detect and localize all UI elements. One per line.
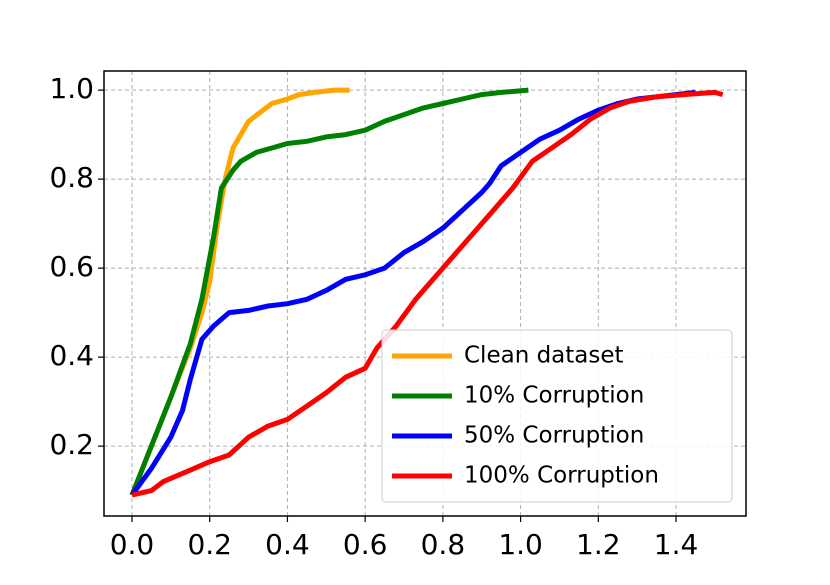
plot-lines [129, 87, 724, 498]
x-tick-label: 0.2 [187, 528, 232, 561]
x-tick-label: 0.6 [343, 528, 388, 561]
y-tick-label: 0.2 [49, 428, 94, 461]
x-tick-label: 0.0 [110, 528, 155, 561]
legend-label: 100% Corruption [464, 463, 659, 489]
y-tick-label: 1.0 [49, 72, 94, 105]
x-tick-label: 0.8 [421, 528, 466, 561]
legend-label: 50% Corruption [464, 423, 644, 449]
legend-label: Clean dataset [464, 343, 624, 369]
x-tick-label: 1.0 [498, 528, 543, 561]
y-tick-label: 0.8 [49, 161, 94, 194]
x-tick-label: 1.2 [576, 528, 621, 561]
plot-frame [103, 70, 747, 517]
series-line [129, 87, 529, 497]
ticks: 0.0 0.2 0.4 0.6 0.8 1.0 1.2 1.4 0.2 0.4 0.6 0.8 1.0 [49, 72, 698, 561]
x-tick-label: 1.4 [654, 528, 699, 561]
y-tick-label: 0.4 [49, 339, 94, 372]
series-line [131, 89, 724, 498]
legend: Clean dataset 10% Corruption 50% Corruptio… [381, 329, 733, 503]
series-line [129, 89, 696, 497]
legend-label: 10% Corruption [464, 383, 644, 409]
y-tick-label: 0.6 [49, 250, 94, 283]
x-tick-label: 0.4 [265, 528, 310, 561]
legend-box [381, 329, 733, 503]
